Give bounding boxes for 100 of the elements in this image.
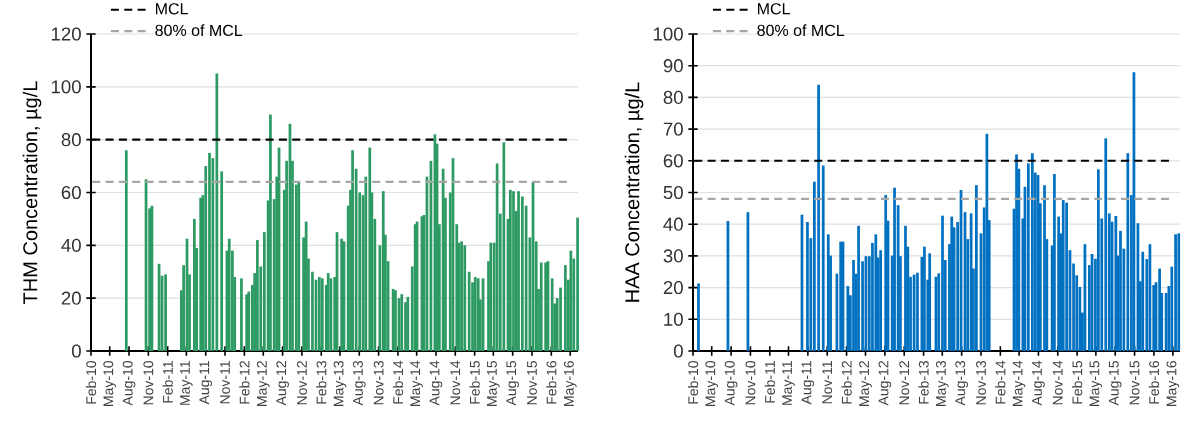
y-tick-label: 40 <box>61 238 81 252</box>
bar <box>857 225 860 351</box>
bar <box>240 278 243 351</box>
x-tick-label: Aug-12 <box>878 361 892 406</box>
bar <box>208 152 211 351</box>
x-tick-label: Aug-11 <box>199 361 212 405</box>
x-tick-label: May-13 <box>935 361 949 406</box>
bar <box>846 286 850 351</box>
x-tick-label: Nov-15 <box>1129 360 1140 405</box>
x-tick-label: May-15 <box>1089 360 1103 406</box>
x-tick-label: Feb-16 <box>546 361 557 404</box>
bar <box>564 265 567 351</box>
x-tick-label: Feb-15 <box>1072 360 1083 404</box>
legend-label: MCL <box>155 3 188 15</box>
bar <box>1097 169 1100 351</box>
y-tick-label: 20 <box>61 291 81 305</box>
bar <box>1030 153 1034 351</box>
x-tick-label: May-14 <box>410 360 423 406</box>
y-tick-label: 50 <box>663 185 683 200</box>
legend-label: 80% of MCL <box>757 24 845 37</box>
bar <box>559 287 562 351</box>
bar <box>502 142 506 351</box>
bar <box>852 260 855 351</box>
y-tick-label: 80 <box>663 90 683 105</box>
bar <box>893 187 896 351</box>
x-tick-label: Feb-12 <box>841 361 852 404</box>
bar <box>517 191 520 351</box>
bar <box>512 191 515 351</box>
x-tick-label: Aug-14 <box>429 360 443 406</box>
y-tick-label: 120 <box>51 27 81 41</box>
x-tick-label: May-10 <box>705 360 719 406</box>
x-tick-label: Aug-15 <box>1108 360 1122 406</box>
x-tick-label: Nov-14 <box>1052 360 1063 405</box>
x-tick-label: Feb-14 <box>995 360 1006 404</box>
x-tick-label: Feb-10 <box>687 360 699 404</box>
bar <box>928 253 932 351</box>
x-tick-label: Feb-11 <box>764 361 775 403</box>
bar <box>400 294 404 351</box>
x-tick-label: Nov-15 <box>527 360 537 405</box>
y-tick-label: 100 <box>653 27 683 41</box>
bar <box>576 217 579 351</box>
bar <box>923 246 926 351</box>
bar <box>227 238 231 351</box>
bar <box>1119 230 1122 351</box>
y-tick-label: 100 <box>51 80 81 94</box>
x-tick-label: May-15 <box>487 360 500 406</box>
x-tick-label: Nov-13 <box>373 361 384 405</box>
x-tick-label: May-10 <box>103 360 117 406</box>
bar <box>1053 174 1056 351</box>
bar <box>941 215 944 351</box>
bar <box>539 262 543 351</box>
x-tick-label: Aug-13 <box>352 361 366 406</box>
x-tick-label: Aug-10 <box>724 360 738 406</box>
bar <box>975 185 978 351</box>
x-tick-label: Feb-11 <box>162 361 173 403</box>
bar <box>821 165 825 351</box>
x-tick-label: Feb-13 <box>316 361 327 404</box>
x-tick-label: Aug-15 <box>506 360 519 406</box>
x-tick-label: Feb-10 <box>85 360 97 404</box>
x-tick-label: May-11 <box>180 361 193 405</box>
x-tick-label: Aug-10 <box>122 360 136 406</box>
bar <box>874 234 878 351</box>
bar <box>406 296 410 351</box>
y-tick-label: 40 <box>663 217 683 231</box>
y-tick-label: 60 <box>61 185 81 200</box>
bar <box>318 277 321 351</box>
x-tick-label: Nov-11 <box>822 361 833 404</box>
bar <box>463 245 467 351</box>
bar <box>508 189 512 351</box>
y-axis-title: THM Concentration, µg/L <box>22 81 42 304</box>
bar <box>467 271 471 351</box>
bar <box>1126 153 1130 351</box>
x-tick-label: Aug-14 <box>1032 360 1045 406</box>
x-tick-label: Nov-11 <box>220 361 230 404</box>
bar <box>569 250 573 351</box>
y-tick-label: 0 <box>673 344 683 358</box>
bar <box>124 150 128 351</box>
bar <box>489 242 493 351</box>
y-tick-label: 20 <box>663 280 683 295</box>
x-tick-label: Nov-12 <box>899 361 910 405</box>
bar <box>1174 234 1177 351</box>
x-tick-label: Feb-12 <box>239 361 250 404</box>
bar <box>368 147 372 351</box>
x-tick-label: Feb-15 <box>469 360 480 404</box>
x-tick-label: Feb-13 <box>918 361 929 404</box>
bar <box>1065 202 1068 351</box>
bar <box>220 171 224 351</box>
y-tick-label: 90 <box>663 59 683 73</box>
bar <box>164 274 167 351</box>
y-tick-label: 80 <box>61 133 81 147</box>
x-tick-label: May-12 <box>256 361 270 406</box>
bar <box>950 216 954 351</box>
x-tick-label: Aug-11 <box>801 361 815 405</box>
bar <box>879 250 883 351</box>
bar <box>1104 138 1108 351</box>
x-tick-label: Feb-16 <box>1148 361 1160 404</box>
x-tick-label: May-16 <box>563 361 577 406</box>
bar <box>817 84 820 351</box>
bar <box>806 221 809 351</box>
x-tick-label: Nov-10 <box>143 360 154 405</box>
